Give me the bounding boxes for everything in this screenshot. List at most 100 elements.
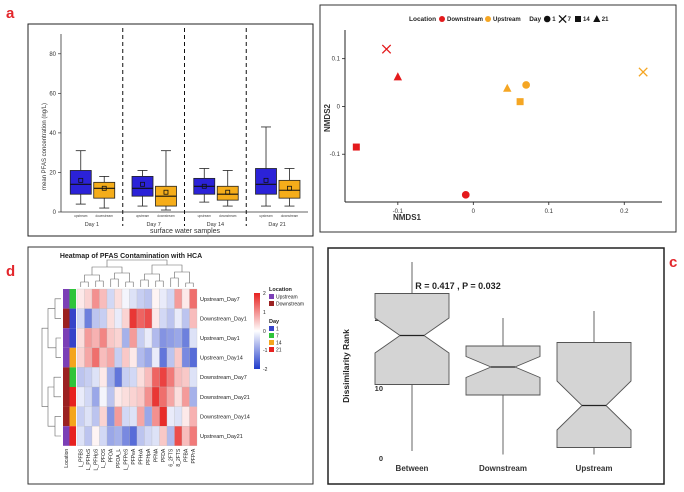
heatmap-cell: [84, 288, 93, 309]
heatmap-cell: [166, 328, 175, 348]
heatmap-legend-location-title: Location: [269, 287, 293, 293]
heatmap-cell: [91, 347, 100, 368]
heatmap-cell: [144, 288, 153, 309]
panel-b-legend-swatch: [485, 16, 491, 22]
heatmap-col-label: 8_2FTS: [176, 448, 182, 466]
heatmap-cell: [99, 288, 108, 309]
heatmap-cell: [129, 426, 138, 446]
heatmap-cell: [76, 288, 85, 309]
heatmap-cell: [144, 367, 153, 388]
heatmap-col-label: PFPrA: [191, 448, 197, 463]
heatmap-cell: [106, 328, 115, 348]
heatmap-row-label: Upstream_Day7: [200, 297, 240, 303]
heatmap-cell: [106, 347, 115, 368]
heatmap-cell: [114, 367, 123, 388]
heatmap-col-label: L_PFHxS: [86, 448, 92, 470]
panel-b-ytick-label: -0.1: [330, 152, 341, 158]
panel-a-box: [278, 179, 301, 199]
heatmap-cell: [114, 288, 123, 309]
heatmap-cell: [181, 288, 190, 309]
heatmap-colorbar-tick: 1: [263, 310, 266, 316]
heatmap-legend-location: Downstream: [276, 302, 304, 308]
heatmap-row-label: Downstream_Day14: [200, 414, 250, 420]
heatmap-legend-location: Upstream: [276, 295, 298, 301]
heatmap-cell: [121, 406, 130, 427]
heatmap-col-label: PFHpA: [146, 448, 152, 465]
heatmap-cell: [84, 406, 93, 427]
panel-b-nmds: NMDS1 NMDS2 Location Downstream Upstream Da…: [319, 4, 677, 233]
heatmap-cell: [144, 328, 153, 348]
heatmap-col-label: L_PFOS: [101, 448, 107, 468]
heatmap-cell: [166, 426, 175, 446]
heatmap-colorbar-tick: -1: [263, 348, 268, 354]
panel-a-xlabel: surface water samples: [150, 228, 221, 235]
heatmap-cell: [151, 347, 160, 368]
heatmap-cell: [189, 288, 198, 309]
heatmap-colorbar-tick: -2: [263, 367, 268, 373]
heatmap-cell: [174, 347, 183, 368]
heatmap-cell: [99, 367, 108, 388]
heatmap-cell: [189, 347, 198, 368]
heatmap-cell: [144, 347, 153, 368]
heatmap-cell: [151, 426, 160, 446]
heatmap-cell: [136, 406, 145, 427]
heatmap-cell: [144, 426, 153, 446]
heatmap-day-annotation: [69, 328, 76, 348]
panel-a-box-sublabel: upstream: [198, 214, 212, 218]
panel-b-xtick-label: 0.2: [620, 209, 629, 215]
heatmap-col-dendrogram: [106, 259, 168, 267]
heatmap-cell: [136, 308, 145, 329]
heatmap-cell: [136, 288, 145, 309]
heatmap-cell: [166, 347, 175, 368]
heatmap-cell: [91, 308, 100, 329]
heatmap-col-label: PFOA: [109, 448, 115, 462]
panel-b-legend-swatch: [439, 16, 445, 22]
panel-c-ytick-label: 0: [379, 454, 383, 463]
panel-c-ytick-label: 10: [375, 384, 383, 393]
heatmap-cell: [181, 367, 190, 388]
heatmap-cell: [174, 386, 183, 407]
heatmap-legend-day: 21: [276, 348, 282, 354]
heatmap-cell: [189, 426, 198, 446]
panel-c-annotation: R = 0.417 , P = 0.032: [415, 281, 500, 291]
heatmap-cell: [174, 367, 183, 388]
panel-a-mean-marker: [201, 183, 207, 189]
heatmap-cell: [84, 386, 93, 407]
heatmap-cell: [189, 406, 198, 427]
point-square-marker: [516, 98, 524, 106]
panel-b-ytick-label: 0.1: [332, 57, 341, 63]
heatmap-row-label: Upstream_Day1: [200, 336, 240, 342]
panel-b-ytick-label: 0: [337, 104, 341, 110]
heatmap-cell: [106, 406, 115, 427]
heatmap-row-label: Upstream_Day21: [200, 434, 243, 440]
heatmap-cell: [151, 308, 160, 329]
heatmap-row-dendrogram: [41, 327, 48, 407]
heatmap-cell: [174, 308, 183, 329]
panel-b-xtick-label: 0: [472, 209, 476, 215]
panel-b-legend-day: 7: [568, 17, 572, 23]
heatmap-cell: [114, 426, 123, 446]
panel-label-d: d: [6, 263, 15, 280]
panel-b-xlabel: NMDS1: [393, 213, 422, 222]
heatmap-cell: [136, 426, 145, 446]
heatmap-legend-day: 1: [276, 327, 279, 333]
heatmap-cell: [106, 386, 115, 407]
point-circle-marker: [543, 15, 551, 23]
heatmap-location-annotation: [63, 328, 70, 348]
heatmap-cell: [151, 367, 160, 388]
panel-a-box-sublabel: downstream: [157, 214, 175, 218]
heatmap-cell: [129, 386, 138, 407]
panel-b-legend-day: 1: [552, 17, 556, 23]
panel-a-box-sublabel: upstream: [136, 214, 150, 218]
panel-c-category-label: Between: [396, 464, 429, 473]
heatmap-cell: [159, 426, 168, 446]
heatmap-row-label: Downstream_Day21: [200, 395, 250, 401]
heatmap-legend-day: 7: [276, 334, 279, 340]
heatmap-legend-day-swatch: [269, 326, 274, 331]
heatmap-cell: [76, 328, 85, 348]
heatmap-cell: [159, 328, 168, 348]
panel-a-ytick-label: 0: [53, 210, 57, 216]
point-triangle-marker: [593, 15, 601, 22]
panel-b-xtick-label: 0.1: [545, 209, 554, 215]
panel-b-frame: [319, 4, 677, 233]
